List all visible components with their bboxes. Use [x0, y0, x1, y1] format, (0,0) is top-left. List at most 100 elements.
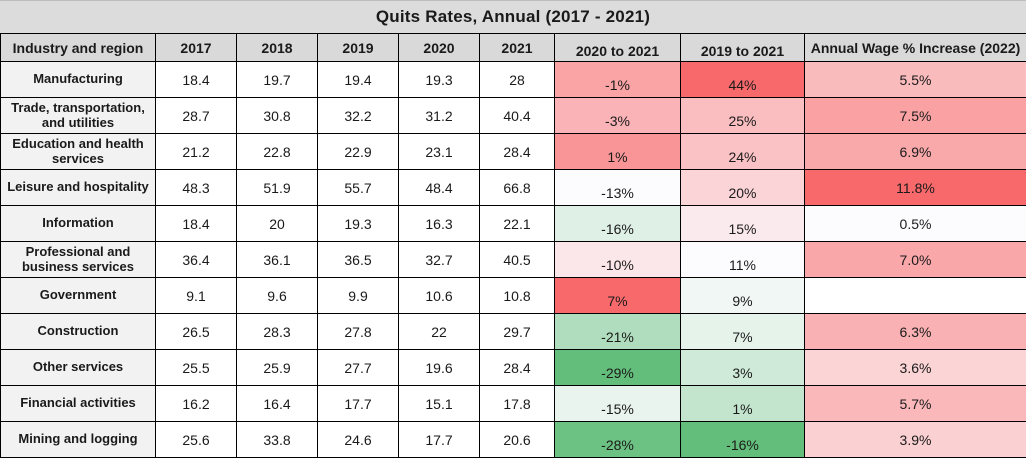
wage-increase-cell: 5.7% [805, 386, 1026, 422]
value-2021-cell: 29.7 [480, 314, 555, 350]
industry-cell: Manufacturing [1, 62, 156, 98]
value-2021-cell: 28 [480, 62, 555, 98]
value-2019-cell: 19.3 [318, 206, 399, 242]
change-2019-to-2021-cell: 7% [681, 314, 805, 350]
wage-increase-cell: 3.6% [805, 350, 1026, 386]
value-2018-cell: 9.6 [237, 278, 318, 314]
value-2018-cell: 51.9 [237, 170, 318, 206]
industry-cell: Financial activities [1, 386, 156, 422]
value-2020-cell: 16.3 [399, 206, 480, 242]
change-2020-to-2021-cell: -16% [555, 206, 681, 242]
change-2019-to-2021-cell: 9% [681, 278, 805, 314]
value-2017-cell: 18.4 [156, 206, 237, 242]
value-2021-cell: 10.8 [480, 278, 555, 314]
wage-increase-cell: 7.5% [805, 98, 1026, 134]
value-2017-cell: 18.4 [156, 62, 237, 98]
industry-cell: Leisure and hospitality [1, 170, 156, 206]
wage-increase-cell [805, 278, 1026, 314]
value-2017-cell: 36.4 [156, 242, 237, 278]
change-2020-to-2021-cell: -13% [555, 170, 681, 206]
value-2017-cell: 48.3 [156, 170, 237, 206]
change-2019-to-2021-cell: -16% [681, 422, 805, 458]
col-header-2021: 2021 [480, 34, 555, 62]
value-2019-cell: 36.5 [318, 242, 399, 278]
value-2019-cell: 9.9 [318, 278, 399, 314]
table-row: Mining and logging 25.6 33.8 24.6 17.7 2… [1, 422, 1026, 458]
value-2017-cell: 16.2 [156, 386, 237, 422]
change-2020-to-2021-cell: 7% [555, 278, 681, 314]
value-2020-cell: 23.1 [399, 134, 480, 170]
value-2018-cell: 19.7 [237, 62, 318, 98]
value-2020-cell: 15.1 [399, 386, 480, 422]
value-2019-cell: 27.7 [318, 350, 399, 386]
page-title: Quits Rates, Annual (2017 - 2021) [0, 1, 1026, 33]
industry-cell: Government [1, 278, 156, 314]
value-2020-cell: 48.4 [399, 170, 480, 206]
change-2020-to-2021-cell: -15% [555, 386, 681, 422]
change-2020-to-2021-cell: -29% [555, 350, 681, 386]
value-2020-cell: 31.2 [399, 98, 480, 134]
table-row: Manufacturing 18.4 19.7 19.4 19.3 28 -1%… [1, 62, 1026, 98]
change-2019-to-2021-cell: 1% [681, 386, 805, 422]
value-2020-cell: 10.6 [399, 278, 480, 314]
value-2018-cell: 30.8 [237, 98, 318, 134]
col-header-2019: 2019 [318, 34, 399, 62]
value-2021-cell: 28.4 [480, 134, 555, 170]
change-2020-to-2021-cell: -3% [555, 98, 681, 134]
value-2019-cell: 24.6 [318, 422, 399, 458]
change-2020-to-2021-cell: -21% [555, 314, 681, 350]
industry-cell: Professional and business services [1, 242, 156, 278]
industry-cell: Education and health services [1, 134, 156, 170]
change-2019-to-2021-cell: 20% [681, 170, 805, 206]
value-2021-cell: 40.4 [480, 98, 555, 134]
col-header-2018: 2018 [237, 34, 318, 62]
col-header-annual-wage: Annual Wage % Increase (2022) [805, 34, 1026, 62]
value-2017-cell: 25.5 [156, 350, 237, 386]
value-2021-cell: 17.8 [480, 386, 555, 422]
value-2017-cell: 9.1 [156, 278, 237, 314]
value-2019-cell: 17.7 [318, 386, 399, 422]
data-table: Industry and region 2017 2018 2019 2020 … [0, 33, 1026, 458]
change-2020-to-2021-cell: -28% [555, 422, 681, 458]
value-2020-cell: 19.6 [399, 350, 480, 386]
industry-cell: Information [1, 206, 156, 242]
col-header-2020-to-2021: 2020 to 2021 [555, 34, 681, 62]
industry-cell: Construction [1, 314, 156, 350]
wage-increase-cell: 6.3% [805, 314, 1026, 350]
value-2017-cell: 21.2 [156, 134, 237, 170]
col-header-industry: Industry and region [1, 34, 156, 62]
header-row: Industry and region 2017 2018 2019 2020 … [1, 34, 1026, 62]
value-2018-cell: 22.8 [237, 134, 318, 170]
value-2020-cell: 19.3 [399, 62, 480, 98]
value-2018-cell: 33.8 [237, 422, 318, 458]
col-header-2017: 2017 [156, 34, 237, 62]
change-2019-to-2021-cell: 11% [681, 242, 805, 278]
wage-increase-cell: 5.5% [805, 62, 1026, 98]
change-2019-to-2021-cell: 44% [681, 62, 805, 98]
table-row: Financial activities 16.2 16.4 17.7 15.1… [1, 386, 1026, 422]
value-2018-cell: 20 [237, 206, 318, 242]
industry-cell: Trade, transportation, and utilities [1, 98, 156, 134]
value-2018-cell: 36.1 [237, 242, 318, 278]
wage-increase-cell: 6.9% [805, 134, 1026, 170]
value-2021-cell: 28.4 [480, 350, 555, 386]
wage-increase-cell: 0.5% [805, 206, 1026, 242]
change-2019-to-2021-cell: 15% [681, 206, 805, 242]
change-2020-to-2021-cell: -10% [555, 242, 681, 278]
wage-increase-cell: 11.8% [805, 170, 1026, 206]
value-2017-cell: 26.5 [156, 314, 237, 350]
change-2020-to-2021-cell: 1% [555, 134, 681, 170]
value-2021-cell: 66.8 [480, 170, 555, 206]
value-2021-cell: 22.1 [480, 206, 555, 242]
value-2020-cell: 32.7 [399, 242, 480, 278]
change-2019-to-2021-cell: 24% [681, 134, 805, 170]
wage-increase-cell: 3.9% [805, 422, 1026, 458]
value-2019-cell: 19.4 [318, 62, 399, 98]
value-2019-cell: 55.7 [318, 170, 399, 206]
col-header-2020: 2020 [399, 34, 480, 62]
wage-increase-cell: 7.0% [805, 242, 1026, 278]
col-header-2019-to-2021: 2019 to 2021 [681, 34, 805, 62]
table-row: Other services 25.5 25.9 27.7 19.6 28.4 … [1, 350, 1026, 386]
table-row: Leisure and hospitality 48.3 51.9 55.7 4… [1, 170, 1026, 206]
